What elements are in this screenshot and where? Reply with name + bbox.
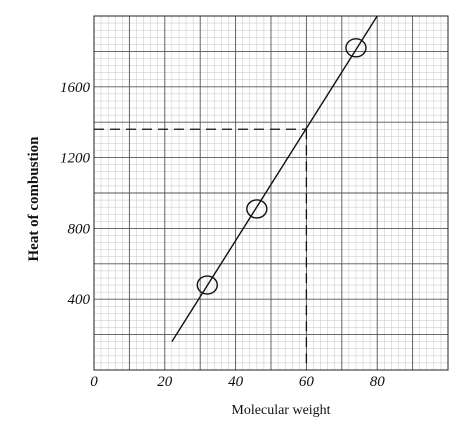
grid-major [93, 15, 449, 371]
x-tick-label: 0 [90, 374, 98, 390]
x-tick-label: 20 [157, 374, 173, 390]
y-tick-label: 1200 [60, 151, 91, 167]
x-tick-label: 40 [228, 374, 244, 390]
data-point [246, 199, 268, 219]
best-fit-line [171, 15, 378, 343]
x-tick-labels: 0 20 40 60 80 [90, 374, 385, 390]
y-tick-labels: 400 800 1200 1600 [60, 80, 91, 308]
x-axis-title: Molecular weight [231, 403, 330, 418]
y-axis-title: Heat of combustion [26, 136, 42, 262]
data-point [196, 275, 218, 295]
plot-frame [93, 15, 449, 371]
data-point [345, 38, 367, 58]
x-tick-label: 60 [299, 374, 315, 390]
y-tick-label: 1600 [60, 80, 91, 96]
y-tick-label: 800 [68, 221, 91, 237]
data-points [196, 38, 367, 295]
y-tick-label: 400 [68, 292, 91, 308]
x-tick-label: 80 [370, 374, 386, 390]
